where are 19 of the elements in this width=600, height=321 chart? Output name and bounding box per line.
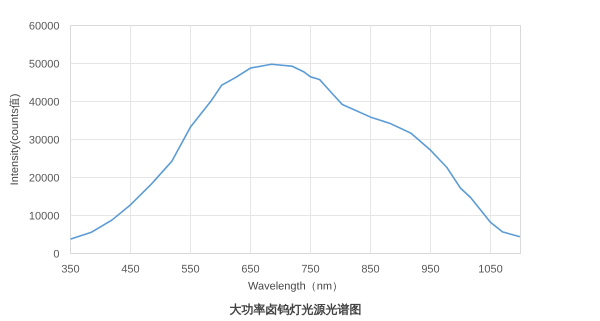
y-tick-label: 20000 bbox=[28, 172, 60, 184]
y-axis-title: Intensity(counts值) bbox=[8, 94, 21, 186]
x-tick-label: 1050 bbox=[478, 264, 503, 276]
x-tick-label: 850 bbox=[361, 264, 380, 276]
y-tick-label: 50000 bbox=[28, 58, 60, 70]
x-axis-title: Wavelength（nm） bbox=[248, 280, 343, 292]
x-tick-label: 950 bbox=[421, 264, 440, 276]
y-tick-label: 40000 bbox=[28, 96, 60, 108]
x-tick-label: 750 bbox=[301, 264, 320, 276]
x-tick-label: 450 bbox=[121, 264, 140, 276]
y-tick-label: 60000 bbox=[28, 20, 60, 32]
x-tick-label: 550 bbox=[181, 264, 200, 276]
y-tick-label: 10000 bbox=[28, 210, 60, 222]
text: 大功率卤钨灯光源光谱图 bbox=[230, 302, 362, 316]
line-series bbox=[70, 63, 520, 240]
y-tick-label: 30000 bbox=[28, 134, 60, 146]
x-tick-label: 650 bbox=[241, 264, 260, 276]
y-tick-label: 0 bbox=[53, 248, 60, 260]
x-tick-label: 350 bbox=[61, 264, 80, 276]
